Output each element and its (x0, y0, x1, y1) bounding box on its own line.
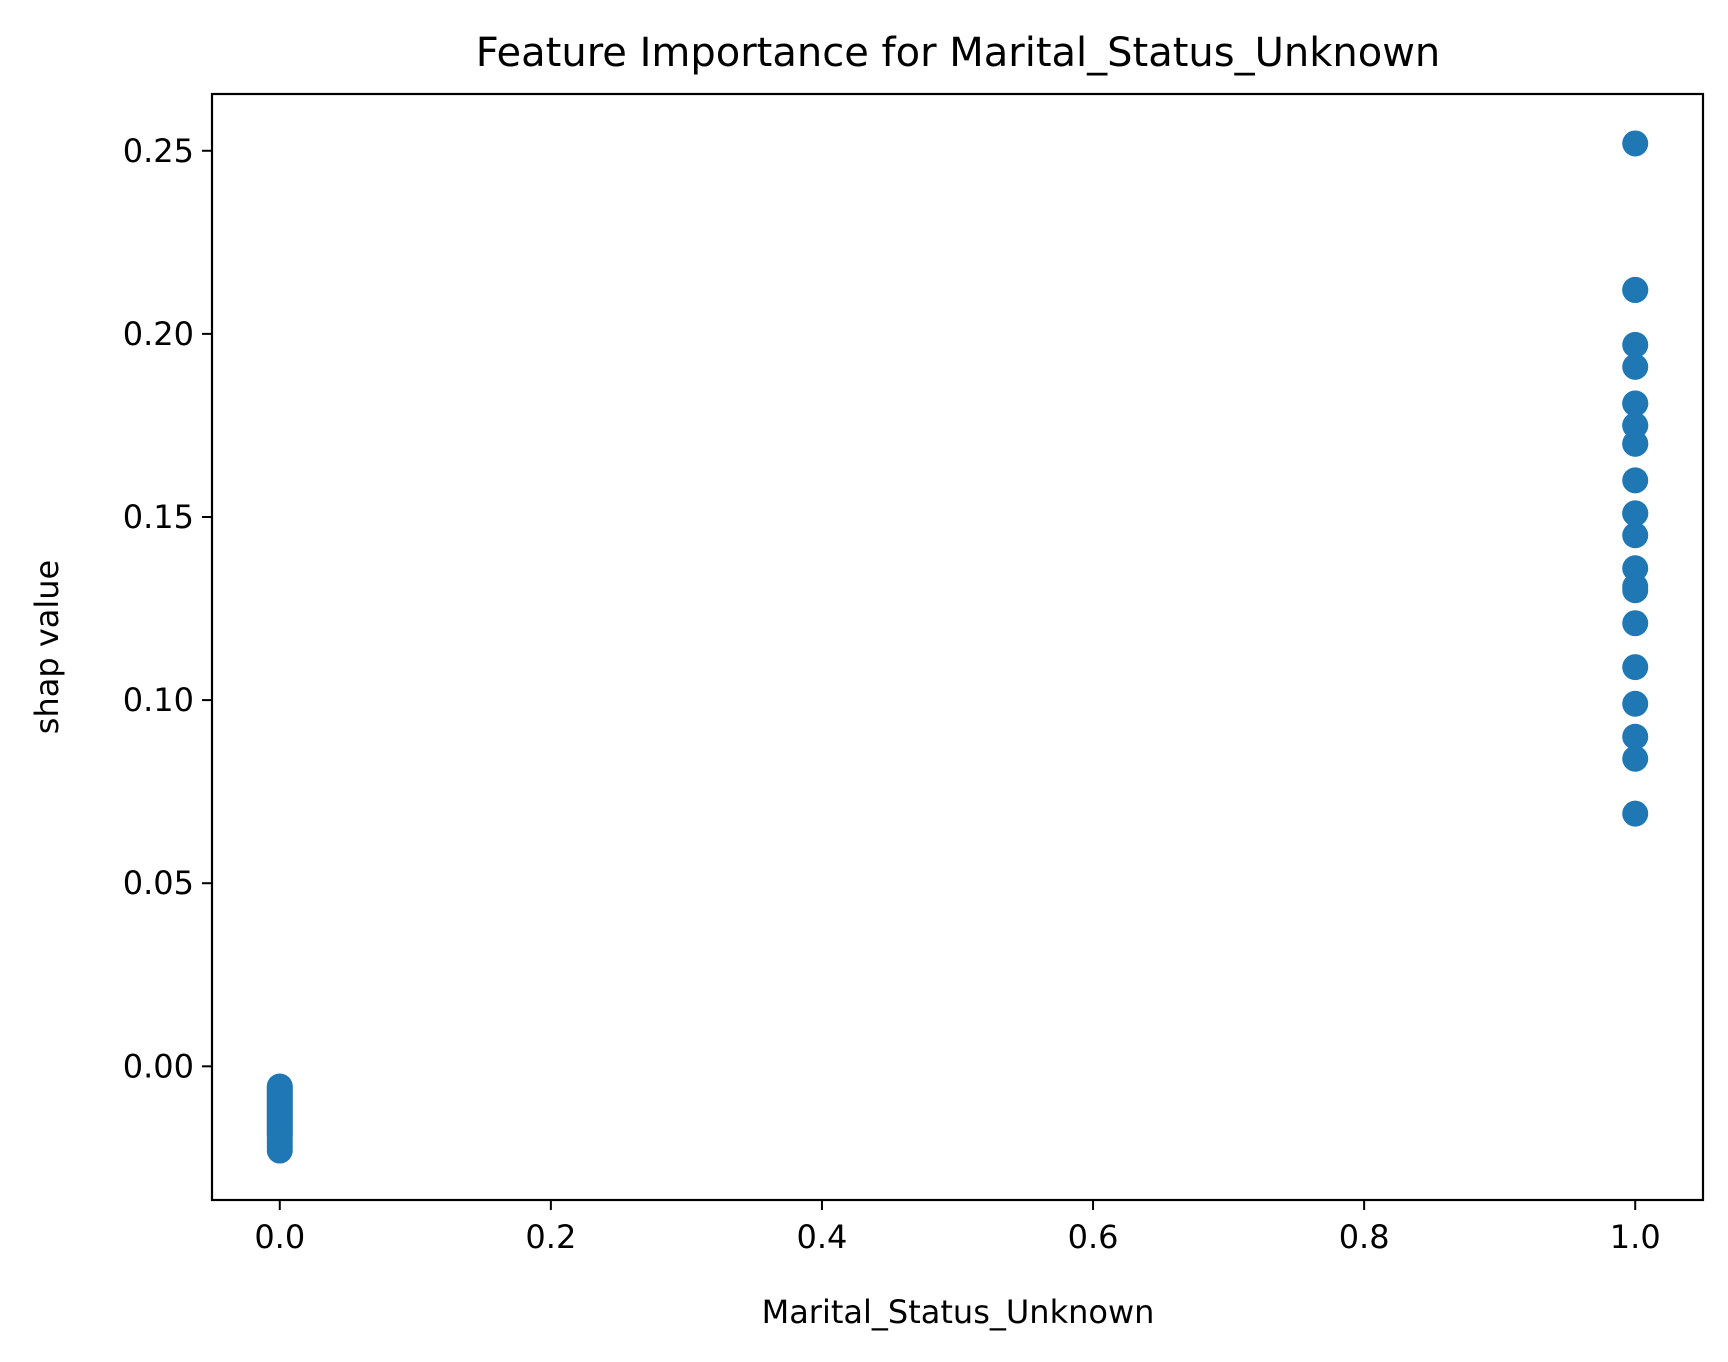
data-point (1622, 723, 1649, 750)
x-tick-label: 1.0 (1610, 1218, 1661, 1256)
y-axis-label: shap value (28, 560, 66, 734)
data-point (1622, 690, 1649, 717)
data-point (1622, 577, 1649, 604)
data-points (266, 130, 1649, 1164)
y-tick-label: 0.00 (123, 1047, 194, 1085)
y-tick-label: 0.20 (123, 315, 194, 353)
data-point (1622, 467, 1649, 494)
data-point (1622, 276, 1649, 303)
y-tick-label: 0.10 (123, 681, 194, 719)
data-point (1622, 745, 1649, 772)
x-tick-label: 0.6 (1068, 1218, 1119, 1256)
data-point (1622, 331, 1649, 358)
x-tick-label: 0.4 (797, 1218, 848, 1256)
data-point (1622, 390, 1649, 417)
y-tick-label: 0.25 (123, 132, 194, 170)
data-point (266, 1137, 293, 1164)
data-point (1622, 800, 1649, 827)
data-point (1622, 654, 1649, 681)
data-point (1622, 412, 1649, 439)
x-axis-label: Marital_Status_Unknown (762, 1293, 1155, 1331)
chart-title: Feature Importance for Marital_Status_Un… (476, 30, 1441, 76)
y-tick-label: 0.05 (123, 864, 194, 902)
data-point (1622, 353, 1649, 380)
y-axis: 0.00 0.05 0.10 0.15 0.20 0.25 (123, 132, 212, 1085)
data-point (1622, 130, 1649, 157)
y-tick-label: 0.15 (123, 498, 194, 536)
plot-frame (210, 92, 1705, 1202)
x-tick-label: 0.8 (1339, 1218, 1390, 1256)
x-tick-label: 0.2 (525, 1218, 576, 1256)
x-axis: 0.0 0.2 0.4 0.6 0.8 1.0 (254, 1200, 1661, 1256)
data-point (1622, 610, 1649, 637)
data-point (1622, 555, 1649, 582)
data-point (1622, 430, 1649, 457)
data-point (1622, 522, 1649, 549)
x-tick-label: 0.0 (254, 1218, 305, 1256)
data-point (1622, 500, 1649, 527)
